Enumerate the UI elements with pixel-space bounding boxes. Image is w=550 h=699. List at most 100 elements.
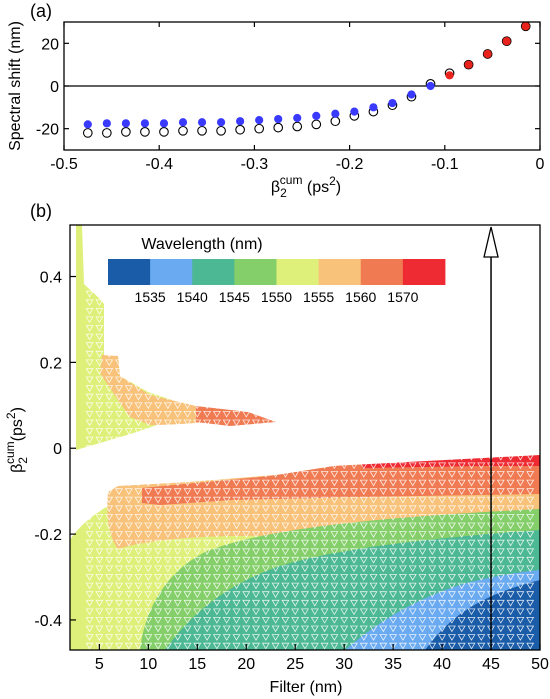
y-tick-label-b: -0.4 xyxy=(34,613,62,630)
filled-circle-point xyxy=(312,111,321,120)
x-tick-label-b: 45 xyxy=(482,656,500,673)
open-circle-point xyxy=(82,128,93,138)
filled-circle-point xyxy=(83,120,92,129)
colorbar-tick-label: 1555 xyxy=(303,289,334,305)
colorbar-tick-label: 1540 xyxy=(177,289,208,305)
region-1535 xyxy=(425,580,540,650)
filled-circle-point xyxy=(197,118,207,127)
filled-circle-point xyxy=(407,90,416,99)
colorbar-tick-label: 1560 xyxy=(345,289,376,305)
colorbar-tick-label: 1545 xyxy=(219,289,250,305)
colorbar-swatch xyxy=(192,259,235,285)
filled-circle-point xyxy=(236,117,245,126)
x-tick-label-b: 15 xyxy=(188,656,206,673)
colorbar: Wavelength (nm) 1535 1540 1545 1550 1555 1560… xyxy=(108,236,446,305)
left-white-notch-top xyxy=(70,300,76,340)
open-circle-point xyxy=(197,125,207,136)
x-tick-label-a: -0.2 xyxy=(336,156,364,173)
filled-circle-point xyxy=(426,81,435,91)
colorbar-tick-label: 1535 xyxy=(135,289,166,305)
panel-a: (a) -0.5 -0.4 -0.3 -0.2 -0.1 0 -20 0 20 β2cum (p… xyxy=(7,1,545,200)
filled-circle-point xyxy=(502,37,511,46)
scatter-points xyxy=(82,22,531,138)
panel-b: (b) Wavelength (nm) xyxy=(3,201,549,696)
y-axis-label-b: β2cum(ps2) xyxy=(3,407,30,473)
x-tick-label-b: 10 xyxy=(139,656,157,673)
colorbar-swatches xyxy=(108,259,446,285)
x-tick-label-a: -0.4 xyxy=(145,156,173,173)
open-circle-point xyxy=(140,127,150,137)
filled-circle-point xyxy=(255,116,264,125)
filled-circle-point xyxy=(464,60,473,69)
colorbar-swatch xyxy=(318,259,362,285)
x-tick-label-b: 30 xyxy=(335,656,353,673)
open-circle-point xyxy=(292,121,303,132)
colorbar-swatch xyxy=(402,259,446,285)
colorbar-tick-label: 1570 xyxy=(387,289,418,305)
open-circle-point xyxy=(159,127,169,137)
open-circle-point xyxy=(330,116,341,127)
heatmap-area: Wavelength (nm) 1535 1540 1545 1550 1555 1560… xyxy=(70,225,540,650)
x-tick-label-b: 5 xyxy=(95,656,104,673)
x-axis-label-a: β2cum (ps2) xyxy=(271,173,341,200)
colorbar-swatch xyxy=(108,259,151,285)
filled-circle-point xyxy=(140,119,150,128)
y-tick-label-a: 0 xyxy=(50,79,59,96)
filled-circle-point xyxy=(483,49,492,59)
panel-b-label: (b) xyxy=(30,201,52,221)
colorbar-swatch xyxy=(360,259,404,285)
filled-circle-point xyxy=(369,103,378,112)
x-tick-label-b: 35 xyxy=(384,656,402,673)
left-white-notch-bottom xyxy=(70,362,74,395)
y-tick-label-b: 0 xyxy=(53,441,62,458)
y-tick-label-b: -0.2 xyxy=(34,527,62,544)
colorbar-swatch xyxy=(234,259,277,285)
open-circle-point xyxy=(178,125,188,136)
open-circle-point xyxy=(254,123,265,134)
triangle-markers xyxy=(85,230,535,650)
x-tick-label-b: 20 xyxy=(237,656,255,673)
filled-circle-point xyxy=(102,119,111,128)
axes-a-ticks: -0.5 -0.4 -0.3 -0.2 -0.1 0 -20 0 20 xyxy=(36,22,545,173)
x-tick-label-b: 50 xyxy=(531,656,549,673)
panel-a-label: (a) xyxy=(30,1,52,21)
colorbar-swatch xyxy=(150,259,193,285)
y-tick-label-a: 20 xyxy=(41,36,59,53)
x-tick-label-a: -0.5 xyxy=(50,156,78,173)
axes-b-ticks: 5 10 15 20 25 30 35 40 45 50 0.4 0.2 0 -0.2 -0.4 xyxy=(34,270,549,673)
x-tick-label-a: -0.3 xyxy=(241,156,269,173)
x-tick-label-b: 40 xyxy=(433,656,451,673)
x-tick-label-a: 0 xyxy=(536,156,545,173)
triangle-marker-grid xyxy=(85,230,535,650)
open-circle-point xyxy=(121,127,131,137)
colorbar-tick-label: 1550 xyxy=(261,289,292,305)
plot-frame-b xyxy=(69,224,541,651)
filled-circle-point xyxy=(178,118,188,127)
filled-circle-point xyxy=(350,107,359,116)
colorbar-labels: 1535 1540 1545 1550 1555 1560 1570 xyxy=(135,289,419,305)
y-axis-label-a: Spectral shift (nm) xyxy=(7,21,24,151)
colorbar-swatch xyxy=(276,259,320,285)
filled-circle-point xyxy=(331,109,340,118)
x-tick-label-a: -0.1 xyxy=(431,156,459,173)
y-tick-label-b: 0.4 xyxy=(40,270,62,287)
filled-circle-point xyxy=(521,22,530,31)
filled-circle-point xyxy=(445,71,454,80)
open-circle-point xyxy=(311,119,322,130)
y-tick-label-b: 0.2 xyxy=(40,355,62,372)
arrow-head xyxy=(483,226,499,258)
x-tick-label-b: 25 xyxy=(286,656,304,673)
open-circle-point xyxy=(235,124,245,135)
filled-circle-point xyxy=(216,118,226,127)
region-upper-1560 xyxy=(100,355,248,425)
filled-circle-point xyxy=(274,114,283,124)
filled-circle-point xyxy=(293,113,302,123)
open-circle-point xyxy=(273,122,284,133)
open-circle-point xyxy=(101,128,112,138)
y-tick-label-a: -20 xyxy=(36,122,59,139)
filled-circle-point xyxy=(159,119,169,128)
colorbar-title: Wavelength (nm) xyxy=(141,236,262,253)
filled-circle-point xyxy=(388,98,397,108)
x-axis-label-b: Filter (nm) xyxy=(270,679,343,696)
